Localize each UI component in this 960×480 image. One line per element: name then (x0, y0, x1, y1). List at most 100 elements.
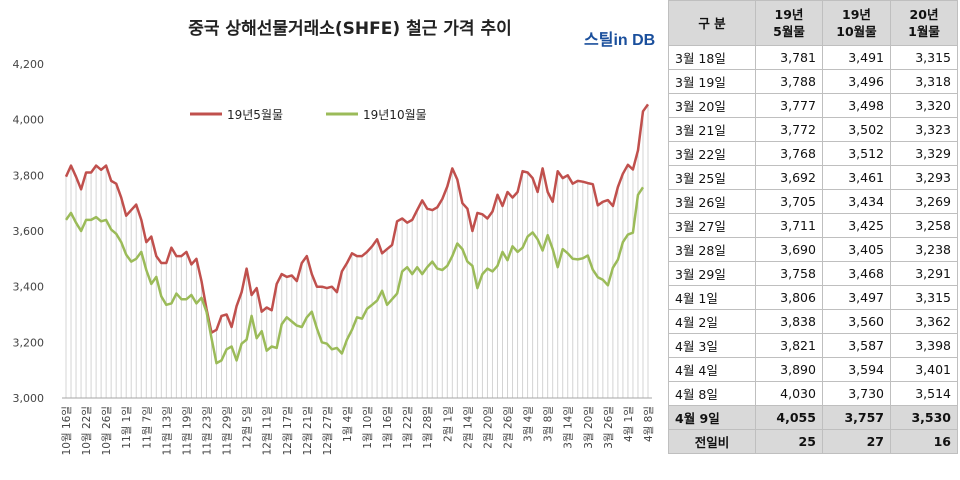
x-tick-label: 10월 26일 (100, 406, 113, 455)
row-value-3: 3,320 (890, 93, 958, 118)
x-tick-label: 10월 22일 (80, 406, 93, 455)
row-value-2: 3,496 (821, 69, 892, 94)
table-row: 3월 21일 3,772 3,502 3,323 (668, 117, 958, 142)
y-tick-label: 4,000 (13, 114, 45, 127)
x-tick-label: 4월 1일 (622, 406, 635, 442)
table-row: 4월 8일 4,030 3,730 3,514 (668, 381, 958, 406)
line-chart: 3,000 3,200 3,400 3,600 3,800 4,000 4,200 10월 1… (13, 58, 656, 455)
row-value-1: 4,030 (755, 381, 823, 406)
legend-label: 19년10월물 (363, 108, 427, 122)
row-value-2: 3,560 (821, 309, 892, 334)
row-date: 3월 28일 (668, 237, 756, 262)
row-value-3: 3,514 (890, 381, 958, 406)
y-tick-label: 4,200 (13, 58, 45, 71)
row-value-3: 3,291 (890, 261, 958, 286)
table-row: 3월 19일 3,788 3,496 3,318 (668, 69, 958, 94)
table-row: 3월 27일 3,711 3,425 3,258 (668, 213, 958, 238)
row-value-2: 3,502 (821, 117, 892, 142)
row-value-1: 3,692 (755, 165, 823, 190)
x-tick-label: 4월 8일 (642, 406, 655, 442)
row-value-3: 3,269 (890, 189, 958, 214)
header-col-3-text: 20년 1월물 (908, 7, 940, 39)
x-tick-label: 1월 10일 (361, 406, 374, 449)
x-tick-label: 3월 14일 (562, 406, 575, 449)
row-value-1: 3,821 (755, 333, 823, 358)
row-value-3: 3,293 (890, 165, 958, 190)
legend-label: 19년5월물 (227, 108, 283, 122)
row-value-1: 3,711 (755, 213, 823, 238)
row-value-3: 3,329 (890, 141, 958, 166)
x-tick-label: 1월 22일 (401, 406, 414, 449)
row-value-3: 16 (890, 429, 958, 454)
table-row: 3월 29일 3,758 3,468 3,291 (668, 261, 958, 286)
row-value-2: 3,434 (821, 189, 892, 214)
x-tick-label: 11월 29일 (221, 406, 234, 455)
row-value-1: 3,777 (755, 93, 823, 118)
row-value-3: 3,401 (890, 357, 958, 382)
x-tick-label: 3월 20일 (582, 406, 595, 449)
table-row: 3월 18일 3,781 3,491 3,315 (668, 45, 958, 70)
price-table: 구 분 19년 5월물 19년 10월물 20년 1월물 3월 18일 3,781… (668, 0, 958, 454)
row-value-2: 3,730 (821, 381, 892, 406)
row-value-2: 3,512 (821, 141, 892, 166)
x-tick-label: 11월 13일 (160, 406, 173, 455)
row-value-2: 3,757 (821, 405, 892, 430)
table-row: 3월 28일 3,690 3,405 3,238 (668, 237, 958, 262)
header-col-2-text: 19년 10월물 (836, 7, 877, 39)
row-value-2: 3,594 (821, 357, 892, 382)
row-value-2: 3,587 (821, 333, 892, 358)
header-col-1: 19년 5월물 (755, 0, 823, 46)
row-date: 3월 29일 (668, 261, 756, 286)
x-tick-label: 12월 17일 (281, 406, 294, 455)
x-tick-label: 1월 4일 (341, 406, 354, 442)
row-date: 4월 8일 (668, 381, 756, 406)
row-date: 3월 19일 (668, 69, 756, 94)
row-value-1: 3,838 (755, 309, 823, 334)
row-date: 3월 18일 (668, 45, 756, 70)
header-col-3: 20년 1월물 (890, 0, 958, 46)
row-value-3: 3,258 (890, 213, 958, 238)
y-tick-label: 3,400 (13, 281, 45, 294)
header-label: 구 분 (668, 0, 756, 46)
x-tick-label: 1월 28일 (421, 406, 434, 449)
row-value-3: 3,238 (890, 237, 958, 262)
row-value-1: 4,055 (755, 405, 823, 430)
row-date: 3월 25일 (668, 165, 756, 190)
row-value-2: 3,461 (821, 165, 892, 190)
y-tick-label: 3,800 (13, 169, 45, 182)
row-date: 3월 26일 (668, 189, 756, 214)
row-value-1: 3,758 (755, 261, 823, 286)
row-date: 3월 20일 (668, 93, 756, 118)
row-value-3: 3,323 (890, 117, 958, 142)
x-tick-label: 3월 8일 (542, 406, 555, 442)
row-value-3: 3,315 (890, 285, 958, 310)
price-table-panel: 구 분 19년 5월물 19년 10월물 20년 1월물 3월 18일 3,781… (668, 0, 960, 480)
row-value-1: 3,772 (755, 117, 823, 142)
x-tick-label: 10월 16일 (60, 406, 73, 455)
row-date: 4월 9일 (668, 405, 756, 430)
row-value-3: 3,398 (890, 333, 958, 358)
row-value-1: 25 (755, 429, 823, 454)
row-date: 4월 2일 (668, 309, 756, 334)
x-tick-label: 11월 1일 (120, 406, 133, 449)
x-tick-label: 2월 1일 (441, 406, 454, 442)
table-row: 3월 22일 3,768 3,512 3,329 (668, 141, 958, 166)
row-value-1: 3,890 (755, 357, 823, 382)
x-tick-label: 11월 19일 (180, 406, 193, 455)
row-value-3: 3,362 (890, 309, 958, 334)
row-value-2: 3,491 (821, 45, 892, 70)
x-tick-label: 11월 23일 (200, 406, 213, 455)
row-date: 4월 1일 (668, 285, 756, 310)
x-tick-label: 12월 11일 (261, 406, 274, 455)
x-tick-label: 3월 4일 (522, 406, 535, 442)
row-date: 4월 4일 (668, 357, 756, 382)
table-row: 4월 3일 3,821 3,587 3,398 (668, 333, 958, 358)
row-value-2: 3,425 (821, 213, 892, 238)
table-row: 4월 2일 3,838 3,560 3,362 (668, 309, 958, 334)
row-value-1: 3,788 (755, 69, 823, 94)
row-value-2: 3,498 (821, 93, 892, 118)
y-tick-label: 3,200 (13, 336, 45, 349)
row-value-3: 3,530 (890, 405, 958, 430)
x-tick-label: 2월 20일 (481, 406, 494, 449)
x-tick-label: 3월 26일 (602, 406, 615, 449)
